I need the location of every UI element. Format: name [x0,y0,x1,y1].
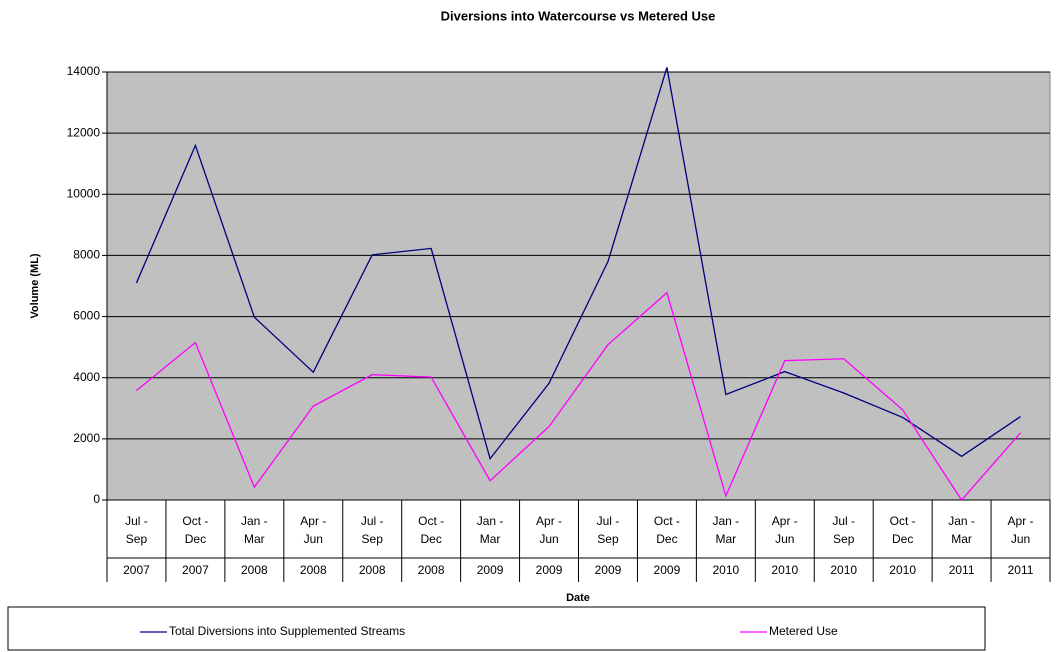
x-tick-label: Apr - Jun [536,514,563,546]
x-year-label: 2007 [182,563,209,577]
legend-label: Total Diversions into Supplemented Strea… [169,624,405,638]
x-tick-label: Jan - Mar [241,514,268,546]
x-year-label: 2011 [1007,563,1034,577]
x-tick-label: Apr - Jun [771,514,798,546]
x-tick-label: Oct - Dec [418,514,445,546]
x-year-label: 2008 [240,563,268,577]
y-axis-label: Volume (ML) [29,253,41,319]
y-tick-label: 12000 [67,125,101,139]
x-year-label: 2010 [830,563,858,577]
x-tick-label: Apr - Jun [300,514,327,546]
x-year-label: 2009 [594,563,622,577]
y-tick-label: 2000 [73,431,100,445]
x-year-label: 2010 [712,563,740,577]
x-tick-label: Jul - Sep [596,514,620,546]
x-axis-label: Date [566,592,590,604]
x-tick-label: Jul - Sep [125,514,148,546]
y-tick-label: 0 [93,492,100,506]
x-tick-label: Apr - Jun [1007,514,1034,546]
y-tick-label: 6000 [73,309,100,323]
x-tick-label: Oct - Dec [889,514,916,546]
x-year-label: 2008 [417,563,445,577]
x-tick-label: Jul - Sep [360,514,384,546]
chart-title: Diversions into Watercourse vs Metered U… [441,8,716,23]
x-tick-label: Jan - Mar [712,514,740,546]
x-tick-label: Jan - Mar [476,514,504,546]
x-year-label: 2010 [889,563,916,577]
x-year-label: 2011 [948,563,975,577]
series-line [135,67,1021,461]
x-year-label: 2008 [358,563,386,577]
x-year-label: 2009 [476,563,504,577]
legend-label: Metered Use [769,624,838,638]
x-year-label: 2007 [123,563,150,577]
x-tick-label: Oct - Dec [653,514,680,546]
x-year-label: 2008 [299,563,327,577]
x-tick-label: Jul - Sep [832,514,856,546]
x-year-label: 2009 [535,563,563,577]
y-tick-label: 10000 [67,186,101,200]
y-tick-label: 4000 [73,370,100,384]
legend-box [7,606,986,651]
y-tick-label: 14000 [67,64,101,78]
x-year-label: 2010 [771,563,799,577]
x-tick-label: Oct - Dec [182,514,209,546]
series-line [136,291,1022,502]
x-year-label: 2009 [653,563,681,577]
x-tick-label: Jan - Mar [948,514,975,546]
y-tick-label: 8000 [73,248,100,262]
plot-area [106,71,1051,501]
